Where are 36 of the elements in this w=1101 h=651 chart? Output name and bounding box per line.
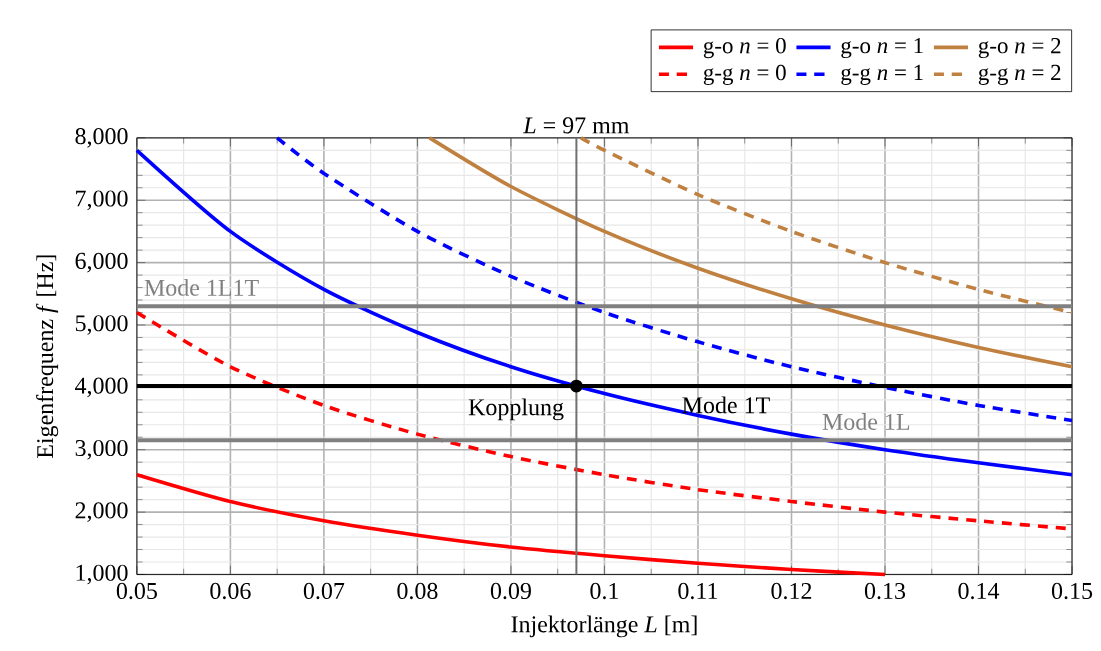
x-tick-label: 0.08	[397, 582, 438, 599]
x-tick-label: 0.07	[303, 582, 345, 599]
x-tick-label: 0.11	[678, 582, 718, 599]
x-tick-label: 0.09	[490, 582, 531, 599]
line-series	[135, 472, 887, 577]
y-tick-label: 2,000	[75, 502, 128, 522]
y-tick-label: 3,000	[75, 439, 128, 460]
ref-line-label: Mode 1T	[682, 396, 770, 414]
x-tick-label: 0.12	[771, 582, 812, 599]
ref-line-label: Mode 1L	[822, 412, 910, 430]
y-tick-label: 6,000	[75, 252, 128, 273]
x-tick-label: 0.1	[590, 582, 619, 599]
line-series	[579, 135, 1074, 315]
line-series	[427, 135, 1074, 369]
y-tick-label: 8,000	[75, 127, 128, 148]
y-tick-label: 7,000	[76, 190, 128, 210]
ref-line-label: Mode 1L1T	[144, 278, 259, 296]
legend-label: g-g n = 2	[978, 64, 1061, 85]
legend-label: g-g n = 1	[841, 64, 923, 85]
x-tick-label: 0.15	[1051, 582, 1093, 599]
y-tick-label: 5,000	[75, 314, 128, 335]
legend-label: g-o n = 0	[703, 37, 786, 58]
y-axis-title: Eigenfrequenz f [Hz]	[36, 255, 59, 458]
annotation: Kopplung	[468, 398, 564, 421]
legend-label: g-o n = 1	[841, 37, 923, 58]
line-series	[135, 148, 1074, 477]
x-tick-label: 0.05	[116, 582, 157, 599]
x-tick-label: 0.14	[958, 582, 1000, 599]
ref-line-label: L = 97 mm	[523, 117, 630, 134]
x-tick-label: 0.06	[210, 582, 251, 599]
x-axis-title: Injektorlänge L [m]	[511, 615, 697, 638]
legend-label: g-g n = 0	[703, 64, 786, 85]
x-tick-label: 0.13	[864, 582, 906, 599]
y-tick-label: 1,000	[76, 564, 128, 585]
y-tick-label: 4,000	[75, 377, 128, 397]
legend-label: g-o n = 2	[978, 37, 1061, 58]
